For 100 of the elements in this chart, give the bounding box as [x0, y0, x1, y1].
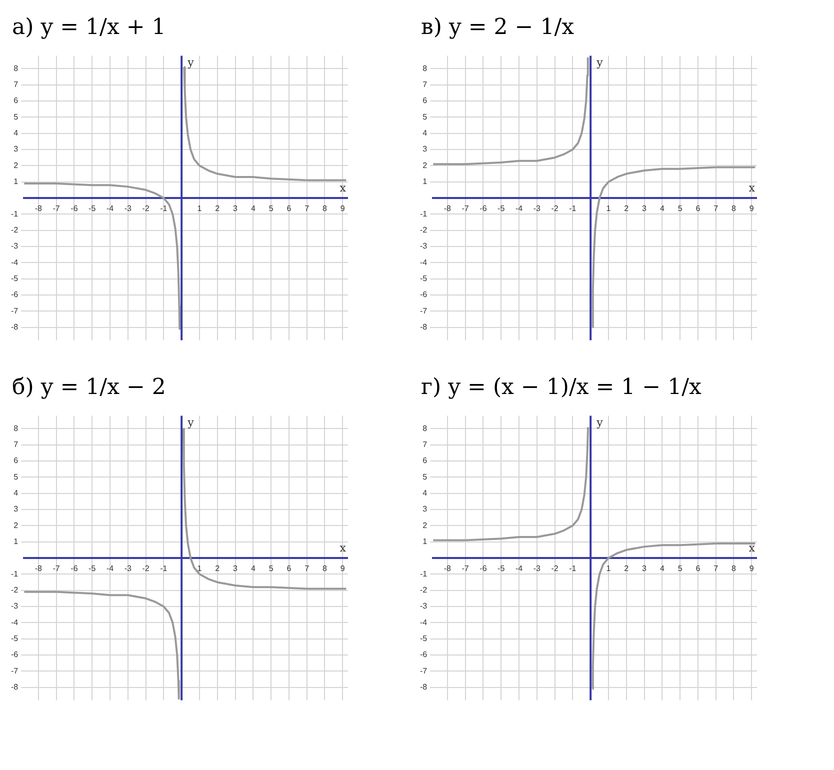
x-tick-label: 4: [250, 564, 256, 574]
x-tick-label: -6: [480, 564, 488, 574]
y-tick-label: 1: [14, 537, 19, 546]
y-tick-label: 5: [14, 472, 19, 482]
y-tick-label: 6: [422, 96, 428, 106]
x-tick-label: 2: [215, 564, 220, 574]
y-tick-label: 6: [14, 456, 19, 466]
y-tick-label: 3: [422, 504, 428, 514]
y-tick-label: -6: [10, 290, 19, 300]
x-tick-label: 1: [606, 564, 612, 574]
x-tick-label: -6: [70, 204, 78, 214]
x-tick-label: 2: [215, 204, 220, 214]
y-axis-title: y: [186, 56, 195, 70]
x-tick-label: 1: [197, 564, 202, 574]
y-tick-label: -5: [10, 274, 19, 283]
y-tick-label: -3: [420, 242, 428, 251]
x-tick-label: -6: [70, 564, 78, 574]
x-tick-label: -3: [533, 204, 541, 214]
y-tick-label: 6: [14, 96, 19, 106]
x-tick-label: -5: [88, 204, 96, 214]
y-tick-label: -5: [10, 634, 19, 643]
x-axis-title: x: [340, 181, 347, 194]
x-tick-label: -4: [515, 564, 524, 574]
y-tick-label: 4: [422, 128, 428, 138]
y-tick-label: -6: [420, 650, 428, 660]
x-tick-label: 4: [660, 564, 665, 574]
x-tick-label: -2: [551, 204, 559, 214]
x-tick-label: 1: [606, 204, 612, 214]
x-tick-label: 3: [642, 564, 648, 574]
y-tick-label: 2: [14, 520, 19, 530]
x-tick-label: -8: [34, 564, 43, 574]
y-tick-label: 3: [14, 504, 19, 514]
x-axis-title: x: [748, 541, 756, 554]
y-tick-label: -2: [420, 586, 428, 595]
y-tick-label: 8: [422, 64, 428, 73]
y-tick-label: -7: [420, 306, 428, 316]
y-tick-label: 7: [14, 80, 19, 90]
y-tick-label: 8: [422, 424, 428, 433]
x-tick-label: 8: [732, 564, 737, 574]
x-tick-label: 5: [268, 204, 274, 214]
chart-title: а) y = 1/x + 1: [12, 14, 167, 42]
y-tick-label: 7: [14, 440, 19, 450]
x-tick-label: -4: [106, 564, 114, 574]
x-tick-label: -3: [124, 564, 132, 574]
x-tick-label: 7: [304, 204, 310, 214]
y-tick-label: 5: [422, 472, 428, 482]
y-tick-label: -3: [10, 602, 19, 611]
y-tick-label: -8: [10, 682, 19, 692]
x-tick-label: -1: [569, 564, 577, 574]
y-tick-label: -8: [10, 322, 19, 332]
x-tick-label: 6: [286, 204, 292, 214]
x-tick-label: -5: [88, 564, 96, 574]
x-tick-label: 4: [660, 204, 665, 214]
x-tick-label: -3: [124, 204, 132, 214]
y-tick-label: -2: [10, 586, 19, 595]
y-tick-label: -5: [420, 634, 428, 643]
y-tick-label: -5: [420, 274, 428, 283]
y-tick-label: -6: [10, 650, 19, 660]
x-tick-label: -3: [533, 564, 541, 574]
y-tick-label: -4: [10, 258, 19, 267]
y-tick-label: 1: [422, 537, 428, 546]
x-tick-label: 6: [696, 204, 701, 214]
x-tick-label: -1: [160, 564, 168, 574]
y-axis-title: y: [186, 416, 195, 430]
x-tick-label: 5: [678, 564, 683, 574]
y-tick-label: 2: [422, 160, 428, 170]
x-tick-label: -2: [551, 564, 559, 574]
y-tick-label: 1: [422, 177, 428, 186]
y-tick-label: 3: [422, 144, 428, 154]
chart-title: в) y = 2 − 1/x: [421, 14, 576, 42]
x-axis-title: x: [340, 541, 347, 554]
x-tick-label: -1: [160, 204, 168, 214]
y-tick-label: 7: [422, 440, 428, 450]
y-tick-label: 8: [14, 424, 19, 433]
y-axis-title: y: [596, 416, 604, 430]
x-tick-label: 6: [696, 564, 701, 574]
chart-title: г) y = (x − 1)/x = 1 − 1/x: [421, 374, 702, 402]
y-tick-label: -8: [420, 682, 428, 692]
y-tick-label: -7: [10, 666, 19, 676]
y-tick-label: 3: [14, 144, 19, 154]
x-tick-label: 9: [749, 204, 754, 214]
x-tick-label: -2: [142, 204, 150, 214]
x-axis-title: x: [748, 181, 756, 194]
x-tick-label: 4: [250, 204, 256, 214]
y-tick-label: 5: [422, 112, 428, 122]
x-tick-label: -7: [52, 564, 60, 574]
x-tick-label: -8: [444, 204, 452, 214]
y-tick-label: -3: [420, 602, 428, 611]
x-tick-label: 8: [322, 564, 328, 574]
x-tick-label: 9: [340, 204, 346, 214]
y-tick-label: -3: [10, 242, 19, 251]
y-tick-label: -4: [420, 258, 428, 267]
x-tick-label: -4: [515, 204, 524, 214]
x-tick-label: 5: [678, 204, 683, 214]
x-tick-label: 3: [642, 204, 648, 214]
chart-title: б) y = 1/x − 2: [12, 374, 167, 402]
x-tick-label: 7: [304, 564, 310, 574]
y-tick-label: 2: [422, 520, 428, 530]
x-tick-label: 3: [233, 204, 238, 214]
x-tick-label: -4: [106, 204, 114, 214]
